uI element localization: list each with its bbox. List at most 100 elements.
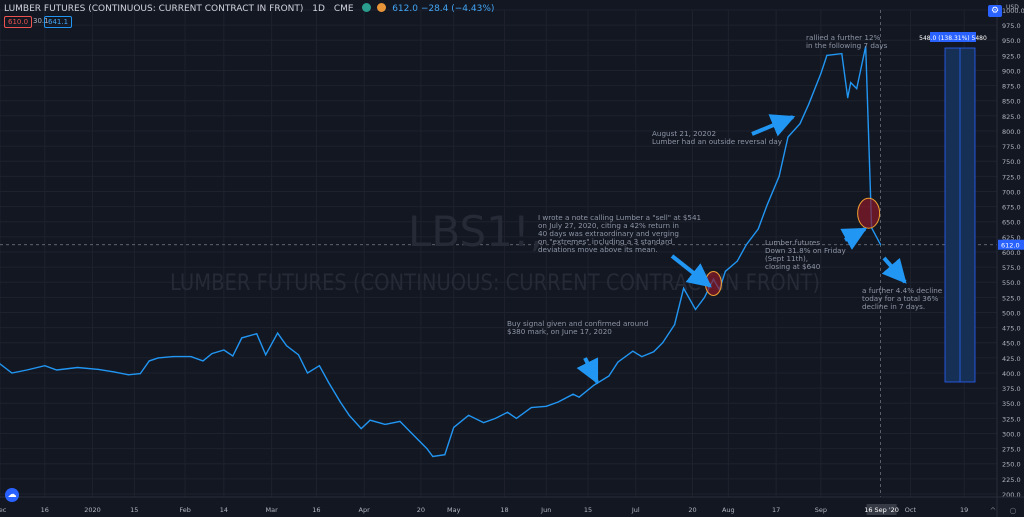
x-tick-label: 15 xyxy=(584,506,592,514)
annotation-line: closing at $640 xyxy=(765,262,821,271)
price-point xyxy=(808,103,810,105)
y-tick-label: 875.0 xyxy=(1002,83,1021,91)
price-point xyxy=(265,354,267,356)
y-tick-label: 975.0 xyxy=(1002,22,1021,30)
y-tick-label: 275.0 xyxy=(1002,446,1021,454)
price-point xyxy=(384,423,386,426)
price-point xyxy=(44,365,46,367)
annotation-line: rallied a further 12% xyxy=(806,33,881,42)
price-point xyxy=(856,88,858,90)
x-tick-label: Mar xyxy=(266,506,279,514)
price-point xyxy=(11,372,13,374)
circle-icon[interactable]: ○ xyxy=(1009,506,1017,515)
price-point xyxy=(157,357,159,359)
price-point xyxy=(327,381,329,383)
market-status-icon xyxy=(362,3,372,12)
y-tick-label: 700.0 xyxy=(1002,188,1021,196)
price-point xyxy=(127,374,129,376)
watermark-symbol: LBS1!, xyxy=(408,207,543,256)
x-tick-label: 15 xyxy=(130,506,138,514)
annotation-line: Lumber had an outside reversal day xyxy=(652,137,783,146)
price-point xyxy=(232,355,234,357)
price-point xyxy=(682,287,685,289)
cloud-icon[interactable]: ☁ xyxy=(5,488,19,502)
y-tick-label: 250.0 xyxy=(1002,461,1021,469)
price-point xyxy=(506,411,509,413)
last-price-label: 612.0 xyxy=(1001,242,1020,250)
price-point xyxy=(515,417,518,419)
buy-button[interactable]: 641.1 xyxy=(44,16,73,28)
price-point xyxy=(674,323,676,326)
price-point xyxy=(799,123,801,125)
x-tick-label: Oct xyxy=(905,506,917,514)
y-tick-label: 450.0 xyxy=(1002,340,1021,348)
annotation-a6: Buy signal given and confirmed around $38… xyxy=(507,319,648,336)
y-tick-label: 950.0 xyxy=(1002,37,1021,45)
price-point xyxy=(56,369,58,371)
price-point xyxy=(148,360,150,362)
quote-label: 612.0 −28.4 (−4.43%) xyxy=(392,4,495,14)
price-point xyxy=(736,260,738,262)
annotation-line: decline in 7 days. xyxy=(862,302,925,311)
y-tick-label: 825.0 xyxy=(1002,113,1021,121)
y-tick-label: 550.0 xyxy=(1002,279,1021,287)
y-tick-label: 475.0 xyxy=(1002,325,1021,333)
price-point xyxy=(641,356,643,358)
reversal-ellipse xyxy=(857,197,881,229)
sell-button[interactable]: 610.0 xyxy=(4,16,33,28)
chart-title[interactable]: LUMBER FUTURES (CONTINUOUS: CURRENT CONT… xyxy=(4,4,304,14)
price-point xyxy=(494,417,497,419)
annotation-line: Down 31.8% on Friday xyxy=(765,246,847,255)
price-point xyxy=(820,72,822,75)
price-point xyxy=(339,401,341,403)
x-tick-label: 16 xyxy=(312,506,320,514)
price-point xyxy=(468,414,470,416)
settings-icon[interactable]: ⚙ xyxy=(988,5,1002,17)
price-point xyxy=(778,175,780,177)
price-point xyxy=(112,371,115,373)
price-point xyxy=(318,365,320,367)
price-point xyxy=(530,406,532,409)
y-tick-label: 225.0 xyxy=(1002,476,1021,484)
price-point xyxy=(787,136,789,138)
price-point xyxy=(285,345,288,347)
y-tick-label: 400.0 xyxy=(1002,370,1021,378)
price-point xyxy=(172,356,174,358)
exchange-label: CME xyxy=(333,4,354,14)
price-point xyxy=(608,375,610,377)
annotation-line: $380 mark, on June 17, 2020 xyxy=(507,327,612,336)
price-point xyxy=(26,369,28,371)
y-tick-label: 675.0 xyxy=(1002,204,1021,212)
price-point xyxy=(223,349,225,351)
price-point xyxy=(826,54,828,56)
price-point xyxy=(211,353,213,355)
y-tick-label: 575.0 xyxy=(1002,264,1021,272)
grid xyxy=(0,9,997,497)
annotation-a1: rallied a further 12% in the following 7 … xyxy=(806,33,888,50)
price-point xyxy=(879,244,882,246)
price-point xyxy=(482,421,485,424)
alert-eye-icon[interactable] xyxy=(377,3,387,12)
y-tick-label: 625.0 xyxy=(1002,234,1021,242)
currency-label: USD xyxy=(1006,4,1019,11)
annotation-arrow xyxy=(881,256,907,284)
price-point xyxy=(593,384,595,386)
annotation-line: in the following 7 days xyxy=(806,41,888,50)
y-tick-label: 925.0 xyxy=(1002,52,1021,60)
annotation-line: I wrote a note calling Lumber a "sell" a… xyxy=(538,213,701,222)
x-tick-label: Jul xyxy=(631,506,640,514)
x-tick-label: 18 xyxy=(500,506,508,514)
annotation-line: on July 27, 2020, citing a 42% return in xyxy=(538,221,679,230)
price-point xyxy=(578,396,580,398)
annotation-line: (Sept 11th), xyxy=(765,254,808,263)
last-price-tag xyxy=(998,239,1024,250)
interval-label[interactable]: 1D xyxy=(312,4,325,14)
price-point xyxy=(190,356,192,358)
chevron-icon[interactable]: ^ xyxy=(989,506,997,515)
annotation-arrow xyxy=(751,114,796,137)
price-point xyxy=(557,401,559,403)
price-point xyxy=(0,363,1,365)
annotation-line: August 21, 20202 xyxy=(652,129,716,138)
